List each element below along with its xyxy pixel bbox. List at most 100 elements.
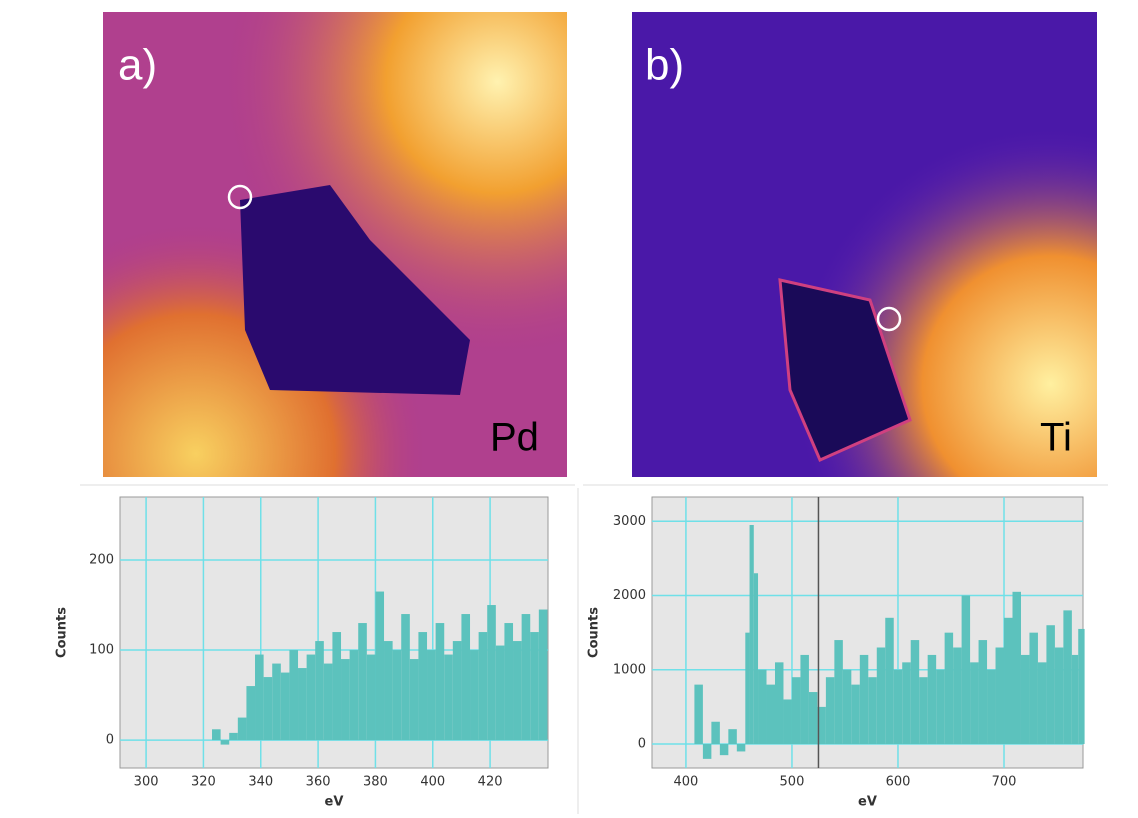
spectrum-bar bbox=[332, 632, 342, 741]
spectrum-bar bbox=[341, 659, 350, 741]
spectrum-bar bbox=[749, 524, 754, 745]
spectrum-bar bbox=[953, 647, 962, 745]
spectrum-bar bbox=[791, 677, 801, 745]
spectrum-bar bbox=[970, 662, 979, 745]
y-tick-label: 0 bbox=[638, 737, 646, 752]
x-tick-label: 420 bbox=[478, 775, 503, 790]
spectrum-bar bbox=[1004, 617, 1013, 745]
x-tick-label: 320 bbox=[191, 775, 216, 790]
spectrum-bar bbox=[220, 740, 230, 745]
spectrum-bar bbox=[800, 654, 809, 745]
spectrum-bar bbox=[212, 729, 221, 741]
spectrum-bar bbox=[289, 650, 299, 741]
spectrum-bar bbox=[719, 744, 729, 756]
spectrum-bar bbox=[323, 663, 333, 741]
spectrum-bar bbox=[876, 647, 886, 745]
spectrum-bar bbox=[306, 654, 316, 741]
spectrum-bar bbox=[418, 632, 428, 741]
spectrum-bar bbox=[936, 669, 945, 745]
spectrum-bar bbox=[487, 605, 496, 741]
spectrum-bar bbox=[910, 640, 920, 745]
y-tick-label: 0 bbox=[106, 733, 114, 748]
spectrum-bar bbox=[842, 669, 852, 745]
spectrum-bar bbox=[702, 744, 712, 759]
x-tick-label: 300 bbox=[134, 775, 159, 790]
spectrum-bar bbox=[745, 632, 750, 745]
spectrum-bar bbox=[902, 662, 911, 745]
spectrum-bar bbox=[834, 640, 843, 745]
spectrum-bar bbox=[859, 654, 869, 745]
spectrum-bar bbox=[1071, 654, 1079, 745]
spectrum-bar bbox=[530, 632, 539, 741]
element-label: Ti bbox=[1040, 416, 1072, 460]
spectrum-bar bbox=[808, 692, 818, 745]
y-axis-label: Counts bbox=[587, 607, 602, 658]
spectrum-bar bbox=[1063, 610, 1072, 745]
x-tick-label: 360 bbox=[306, 775, 331, 790]
spectrum-bar bbox=[461, 614, 471, 741]
map-a: a) Pd bbox=[103, 12, 567, 477]
spectrum-bar bbox=[774, 662, 784, 745]
x-tick-label: 400 bbox=[420, 775, 445, 790]
map-b: b) Ti bbox=[632, 12, 1097, 477]
x-axis-label: eV bbox=[325, 795, 344, 810]
x-tick-label: 400 bbox=[674, 775, 699, 790]
spectrum-bar bbox=[470, 650, 479, 741]
spectrum-bar bbox=[995, 647, 1005, 745]
spectrum-bar bbox=[1029, 632, 1038, 745]
spectrum-bar bbox=[263, 677, 273, 741]
spectrum-bar bbox=[885, 617, 894, 745]
spectrum-bar bbox=[1046, 625, 1055, 745]
element-label: Pd bbox=[490, 416, 539, 460]
spectrum-bar bbox=[427, 650, 436, 741]
x-tick-label: 380 bbox=[363, 775, 388, 790]
spectrum-bar bbox=[783, 699, 792, 745]
spectrum-bar bbox=[1078, 628, 1085, 745]
spectrum-bar bbox=[452, 641, 462, 741]
x-tick-label: 700 bbox=[992, 775, 1017, 790]
spectrum-bar bbox=[495, 645, 505, 741]
spectrum-bar bbox=[478, 632, 488, 741]
spectrum-bar bbox=[1054, 647, 1064, 745]
spectrum-bar bbox=[927, 654, 937, 745]
spectrum-bar bbox=[753, 573, 759, 745]
y-tick-label: 1000 bbox=[613, 662, 646, 677]
spectrum-bar bbox=[401, 614, 410, 741]
x-tick-label: 500 bbox=[780, 775, 805, 790]
spectrum-bar bbox=[758, 669, 767, 745]
spectrum-bar bbox=[711, 721, 720, 745]
y-axis-label: Counts bbox=[55, 607, 70, 658]
spectrum-bar bbox=[825, 677, 835, 745]
spectrum-bar bbox=[237, 717, 247, 741]
spectrum-bar bbox=[1012, 591, 1021, 745]
spectrum-bar bbox=[375, 591, 385, 741]
x-axis-label: eV bbox=[858, 795, 877, 810]
spectrum-bar bbox=[538, 609, 548, 741]
x-tick-label: 340 bbox=[248, 775, 273, 790]
y-tick-label: 3000 bbox=[613, 514, 646, 529]
panel-label: b) bbox=[645, 41, 684, 90]
spectrum-bar bbox=[255, 654, 264, 741]
spectrum-bar bbox=[298, 668, 307, 741]
spectrum-bar bbox=[1037, 662, 1047, 745]
spectrum-bar bbox=[272, 663, 281, 741]
spectrum-bar bbox=[817, 706, 826, 745]
x-tick-label: 600 bbox=[886, 775, 911, 790]
spectrum-bar bbox=[315, 641, 324, 741]
spectrum-bar bbox=[521, 614, 531, 741]
spectrum-bar bbox=[409, 659, 419, 741]
spectrum-bar bbox=[987, 669, 996, 745]
spectrum-bar bbox=[851, 684, 860, 745]
y-tick-label: 100 bbox=[89, 643, 114, 658]
spectrum-bar bbox=[919, 677, 928, 745]
spectrum-bar bbox=[280, 672, 290, 741]
spectrum-bar bbox=[392, 650, 402, 741]
spectrum-bar bbox=[978, 640, 988, 745]
spectrum-bar bbox=[1020, 654, 1030, 745]
y-tick-label: 200 bbox=[89, 553, 114, 568]
spectrum-bar bbox=[728, 729, 737, 745]
spectrum-bar bbox=[961, 595, 971, 745]
spectrum-bar bbox=[944, 632, 954, 745]
spectrum-bar bbox=[358, 623, 367, 741]
